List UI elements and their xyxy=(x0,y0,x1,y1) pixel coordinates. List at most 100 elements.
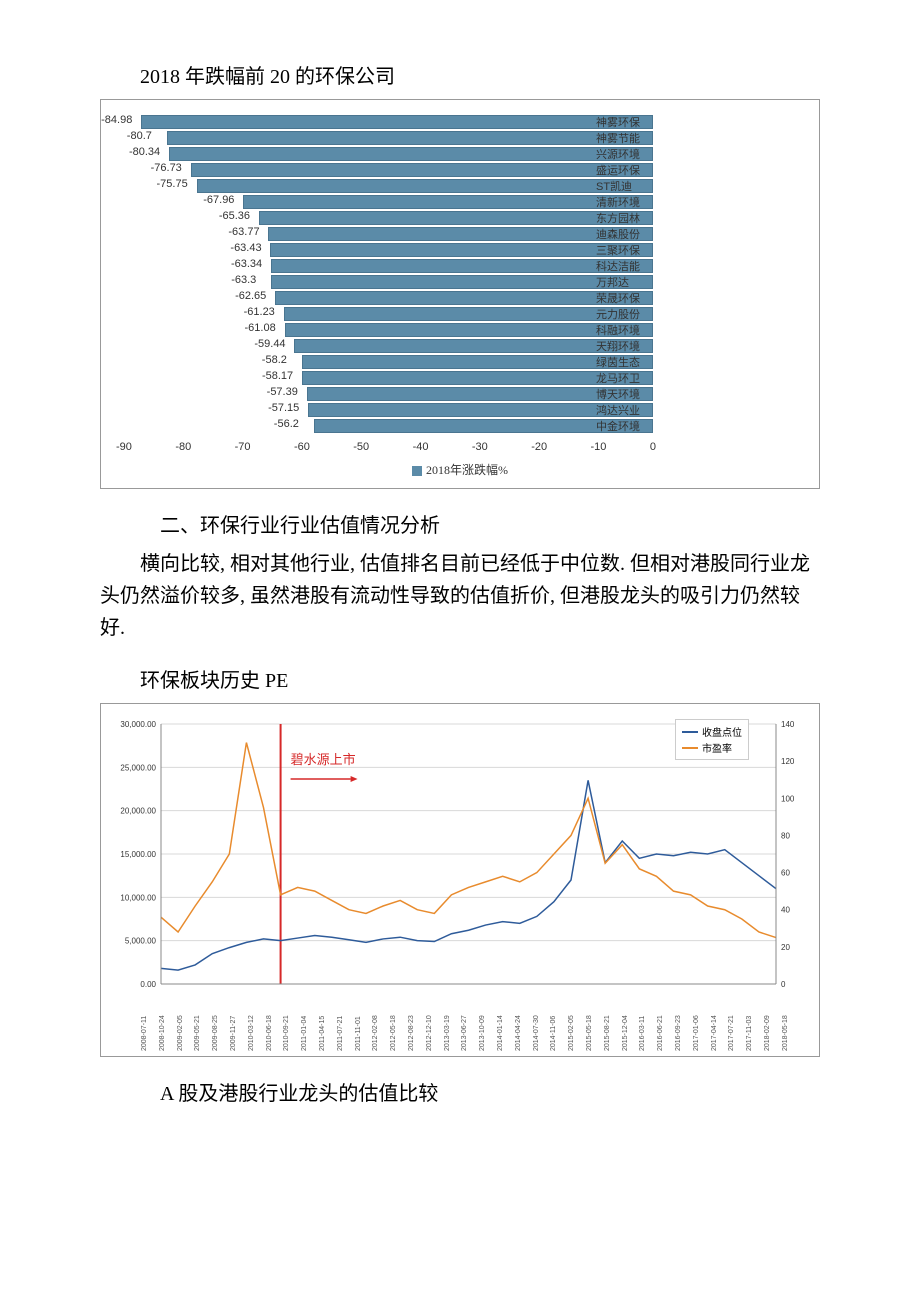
bar-row: -58.2 绿茵生态 xyxy=(111,355,809,369)
bar xyxy=(169,147,653,161)
line-x-tick: 2009-08-25 xyxy=(212,1001,219,1051)
bar-category-label: 元力股份 xyxy=(596,306,801,322)
bar-row: -63.43 三聚环保 xyxy=(111,243,809,257)
bar-category-label: 神雾环保 xyxy=(596,114,801,130)
line-x-tick: 2008-10-24 xyxy=(159,1001,166,1051)
bar-value-label: -56.2 xyxy=(274,418,299,430)
bar-row: -58.17龙马环卫 xyxy=(111,371,809,385)
legend-label-2: 市盈率 xyxy=(702,740,732,755)
line-x-tick: 2015-12-04 xyxy=(622,1001,629,1051)
bar-category-label: 三聚环保 xyxy=(596,242,801,258)
line-x-tick: 2016-03-11 xyxy=(639,1001,646,1051)
bar-row: -57.15鸿达兴业 xyxy=(111,403,809,417)
line-x-tick: 2016-06-21 xyxy=(657,1001,664,1051)
bar-category-label: 博天环境 xyxy=(596,386,801,402)
bar-category-label: 天翔环境 xyxy=(596,338,801,354)
bar xyxy=(197,179,654,193)
bar-value-label: -61.08 xyxy=(245,322,276,334)
x-tick: 0 xyxy=(650,441,656,453)
line-x-tick: 2011-01-04 xyxy=(301,1001,308,1051)
line-x-tick: 2013-10-09 xyxy=(479,1001,486,1051)
line-x-tick: 2017-11-03 xyxy=(746,1001,753,1051)
bar-category-label: 中金环境 xyxy=(596,418,801,434)
legend-label-1: 收盘点位 xyxy=(702,724,742,739)
bar-row: -75.75ST凯迪 xyxy=(111,179,809,193)
x-tick: -70 xyxy=(235,441,251,453)
line-x-tick: 2014-01-14 xyxy=(497,1001,504,1051)
bar-row: -63.77迪森股份 xyxy=(111,227,809,241)
svg-text:0: 0 xyxy=(781,980,786,989)
line-x-tick: 2011-04-15 xyxy=(319,1001,326,1051)
bar-category-label: 绿茵生态 xyxy=(596,354,801,370)
bar-row: -61.08 科融环境 xyxy=(111,323,809,337)
line-x-tick: 2012-02-08 xyxy=(372,1001,379,1051)
bar-row: -61.23元力股份 xyxy=(111,307,809,321)
x-tick: -40 xyxy=(413,441,429,453)
line-x-tick: 2010-06-18 xyxy=(266,1001,273,1051)
svg-text:100: 100 xyxy=(781,794,795,803)
bar xyxy=(167,131,653,145)
bar-category-label: 科融环境 xyxy=(596,322,801,338)
bar-value-label: -80.34 xyxy=(129,146,160,158)
bar-row: -63.34科达洁能 xyxy=(111,259,809,273)
bar-category-label: 龙马环卫 xyxy=(596,370,801,386)
line-x-tick: 2010-03-12 xyxy=(248,1001,255,1051)
bar-chart-legend: 2018年涨跌幅% xyxy=(111,461,809,478)
bar-value-label: -76.73 xyxy=(151,162,182,174)
bar-row: -80.7神雾节能 xyxy=(111,131,809,145)
svg-text:80: 80 xyxy=(781,831,790,840)
bar-category-label: 科达洁能 xyxy=(596,258,801,274)
bar xyxy=(141,115,653,129)
line-x-tick: 2011-07-21 xyxy=(337,1001,344,1051)
line-x-tick: 2017-04-14 xyxy=(711,1001,718,1051)
bar-value-label: -57.39 xyxy=(267,386,298,398)
line-x-tick: 2014-07-30 xyxy=(533,1001,540,1051)
svg-text:20,000.00: 20,000.00 xyxy=(120,807,156,816)
bar-row: -62.65荣晟环保 xyxy=(111,291,809,305)
legend-row-2: 市盈率 xyxy=(682,740,742,755)
bar-category-label: 兴源环境 xyxy=(596,146,801,162)
x-tick: -80 xyxy=(175,441,191,453)
bar-category-label: 盛运环保 xyxy=(596,162,801,178)
bar-value-label: -84.98 xyxy=(101,114,132,126)
bar-category-label: 神雾节能 xyxy=(596,130,801,146)
bar-category-label: 万邦达 xyxy=(596,274,801,290)
x-tick: -50 xyxy=(353,441,369,453)
bar-x-axis: -90-80-70-60-50-40-30-20-100 xyxy=(111,441,661,453)
svg-text:120: 120 xyxy=(781,757,795,766)
line-x-tick: 2016-09-23 xyxy=(675,1001,682,1051)
svg-text:碧水源上市: 碧水源上市 xyxy=(291,752,356,767)
line-chart-container: 0.005,000.0010,000.0015,000.0020,000.002… xyxy=(100,703,820,1057)
bar xyxy=(191,163,653,177)
bar-row: -84.98神雾环保 xyxy=(111,115,809,129)
bar-value-label: -67.96 xyxy=(203,194,234,206)
bar-row: -65.36东方园林 xyxy=(111,211,809,225)
line-x-tick: 2013-03-19 xyxy=(444,1001,451,1051)
bar-value-label: -75.75 xyxy=(157,178,188,190)
x-tick: -60 xyxy=(294,441,310,453)
bar xyxy=(243,195,653,209)
bar-category-label: 东方园林 xyxy=(596,210,801,226)
svg-text:15,000.00: 15,000.00 xyxy=(120,850,156,859)
line-x-tick: 2012-05-18 xyxy=(390,1001,397,1051)
bar-value-label: -63.43 xyxy=(230,242,261,254)
line-x-tick: 2009-11-27 xyxy=(230,1001,237,1051)
svg-text:20: 20 xyxy=(781,943,790,952)
line-x-tick: 2013-06-27 xyxy=(461,1001,468,1051)
bar-value-label: -62.65 xyxy=(235,290,266,302)
svg-text:5,000.00: 5,000.00 xyxy=(125,937,157,946)
svg-text:0.00: 0.00 xyxy=(140,980,156,989)
bar-chart-container: -84.98神雾环保-80.7神雾节能-80.34兴源环境-76.73盛运环保-… xyxy=(100,99,820,489)
svg-text:25,000.00: 25,000.00 xyxy=(120,763,156,772)
line-x-tick: 2014-11-06 xyxy=(550,1001,557,1051)
bar-value-label: -63.77 xyxy=(228,226,259,238)
legend-swatch-2 xyxy=(682,747,698,749)
line-x-tick: 2017-07-21 xyxy=(728,1001,735,1051)
legend-row-1: 收盘点位 xyxy=(682,724,742,739)
body-paragraph: 横向比较, 相对其他行业, 估值排名目前已经低于中位数. 但相对港股同行业龙头仍… xyxy=(100,548,820,644)
bar xyxy=(259,211,653,225)
bar-row: -56.2 中金环境 xyxy=(111,419,809,433)
bar-row: -67.96清新环境 xyxy=(111,195,809,209)
bar-row: -76.73 盛运环保 xyxy=(111,163,809,177)
bar-value-label: -58.2 xyxy=(262,354,287,366)
